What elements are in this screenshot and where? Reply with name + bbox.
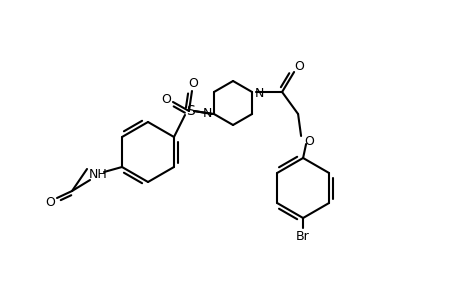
Text: S: S [186, 104, 195, 118]
Text: N: N [254, 86, 263, 100]
Text: O: O [303, 134, 313, 148]
Text: N: N [202, 106, 211, 119]
Text: O: O [188, 76, 197, 89]
Text: O: O [293, 59, 303, 73]
Text: Br: Br [296, 230, 309, 242]
Text: O: O [161, 92, 171, 106]
Text: O: O [45, 196, 55, 209]
Text: NH: NH [89, 169, 107, 182]
